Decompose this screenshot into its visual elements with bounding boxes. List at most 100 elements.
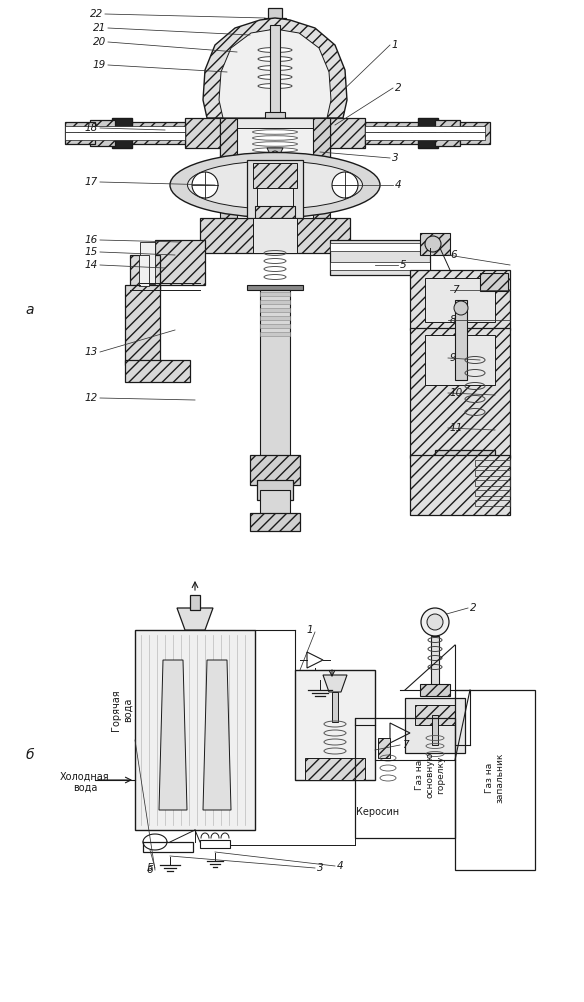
Bar [260, 300, 290, 304]
Bar [253, 163, 297, 188]
Bar [261, 224, 289, 234]
Bar [435, 120, 460, 146]
Text: Горячая
вода: Горячая вода [111, 689, 133, 730]
Bar [139, 255, 149, 286]
Circle shape [425, 236, 441, 252]
Ellipse shape [170, 152, 380, 217]
Text: 15: 15 [85, 247, 98, 257]
Bar [305, 758, 365, 780]
Text: 7: 7 [452, 285, 458, 295]
Bar [460, 122, 490, 144]
Bar [330, 262, 430, 270]
Text: 20: 20 [93, 37, 106, 47]
Bar [365, 126, 485, 132]
Bar [431, 636, 439, 686]
Polygon shape [159, 660, 187, 810]
Text: 17: 17 [85, 177, 98, 187]
Polygon shape [203, 660, 231, 810]
Ellipse shape [258, 83, 292, 88]
Polygon shape [267, 148, 283, 158]
Bar [410, 270, 510, 330]
Bar [260, 290, 290, 460]
Text: Холодная
вода: Холодная вода [60, 772, 110, 793]
Text: 7: 7 [402, 740, 409, 750]
Text: Газ на
запальник: Газ на запальник [485, 753, 505, 804]
Text: 13: 13 [85, 347, 98, 357]
Bar [455, 300, 467, 380]
Circle shape [421, 608, 449, 636]
Bar [65, 126, 185, 132]
Bar [264, 18, 286, 25]
Ellipse shape [252, 141, 297, 146]
Bar [480, 273, 508, 291]
Bar [65, 122, 95, 144]
Bar [253, 218, 297, 253]
Bar [405, 698, 465, 753]
Bar [185, 118, 365, 148]
Bar [313, 118, 330, 218]
Polygon shape [323, 675, 347, 692]
Text: 4: 4 [395, 180, 402, 190]
Text: а: а [26, 303, 34, 317]
Ellipse shape [252, 147, 297, 152]
Bar [435, 450, 495, 480]
Bar [143, 842, 193, 852]
Text: 4: 4 [337, 861, 343, 871]
Text: 8: 8 [450, 315, 457, 325]
Bar [200, 218, 350, 253]
Bar [65, 132, 185, 140]
Text: 1: 1 [307, 625, 313, 635]
Bar [355, 718, 455, 838]
Polygon shape [219, 29, 331, 118]
Text: 5: 5 [147, 863, 153, 873]
Text: 9: 9 [450, 353, 457, 363]
Bar [415, 705, 455, 725]
Bar [432, 715, 438, 745]
Bar [220, 118, 237, 218]
Bar [365, 122, 423, 144]
Bar [250, 455, 300, 485]
Text: 2: 2 [470, 603, 477, 613]
Bar [135, 630, 255, 830]
Bar [260, 324, 290, 328]
Bar [255, 206, 295, 224]
Polygon shape [203, 18, 347, 118]
Text: 18: 18 [85, 123, 98, 133]
Circle shape [427, 614, 443, 630]
Text: 3: 3 [317, 863, 324, 873]
Text: 10: 10 [450, 388, 463, 398]
Bar [420, 233, 450, 255]
Bar [475, 480, 510, 486]
Text: 5: 5 [400, 260, 406, 270]
Bar [127, 122, 185, 144]
Bar [125, 285, 160, 365]
Text: 6: 6 [147, 865, 153, 875]
Bar [420, 684, 450, 696]
Bar [155, 240, 205, 285]
Bar [330, 240, 430, 275]
Bar [260, 308, 290, 312]
Bar [410, 455, 510, 515]
Text: б: б [26, 748, 34, 762]
Bar [425, 335, 495, 385]
Bar [220, 118, 330, 163]
Bar [265, 112, 285, 119]
Bar [270, 24, 280, 29]
Bar [475, 490, 510, 496]
Ellipse shape [258, 65, 292, 70]
Bar [410, 328, 510, 458]
Bar [295, 670, 375, 780]
Bar [475, 500, 510, 506]
Circle shape [332, 172, 358, 198]
Bar [112, 118, 132, 148]
Bar [475, 460, 510, 466]
Ellipse shape [252, 129, 297, 134]
Bar [475, 470, 510, 476]
Circle shape [271, 151, 279, 159]
Bar [140, 242, 155, 284]
Bar [260, 316, 290, 320]
Bar [260, 490, 290, 515]
Text: 22: 22 [90, 9, 103, 19]
Ellipse shape [252, 135, 297, 140]
Bar [237, 128, 313, 158]
